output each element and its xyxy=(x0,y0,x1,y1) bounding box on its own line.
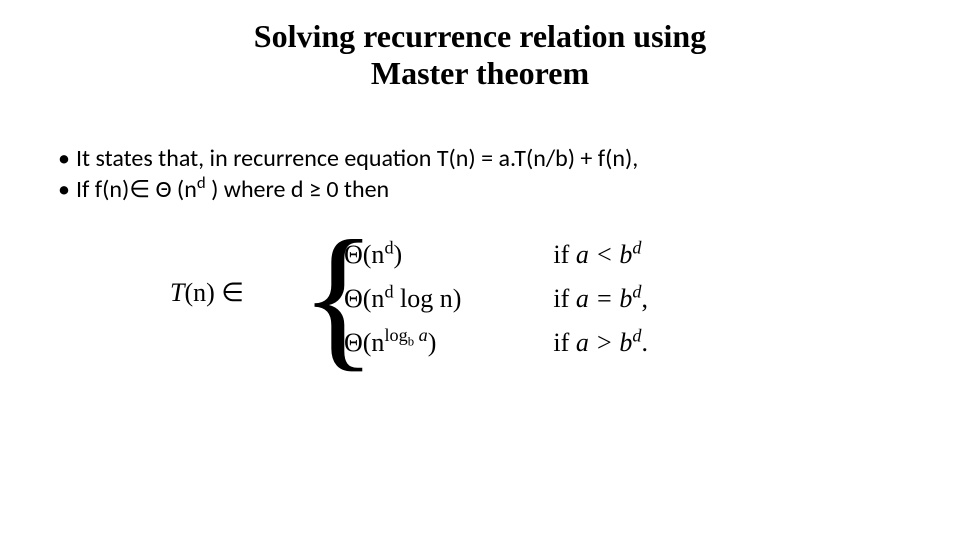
superscript: d xyxy=(197,172,206,193)
case-expr: Θ(nd log n) xyxy=(344,278,461,320)
case-expr: Θ(nlogb a) xyxy=(344,322,461,364)
bullet-marker: • xyxy=(58,175,76,204)
expr-tail: ) xyxy=(428,328,437,357)
lhs-arg: (n) ∈ xyxy=(184,278,243,307)
case-expr: Θ(nd) xyxy=(344,234,461,276)
superscript: d xyxy=(384,281,393,301)
expr-tail: ) xyxy=(394,240,403,269)
case-row: Θ(nd log n) if a = bd, xyxy=(344,278,648,320)
superscript-log: logb a xyxy=(384,325,427,345)
lhs-T: T xyxy=(170,278,184,307)
title-line-1: Solving recurrence relation using xyxy=(254,18,706,54)
case-row: Θ(nlogb a) if a > bd. xyxy=(344,322,648,364)
theta: Θ(n xyxy=(344,328,384,357)
slide: Solving recurrence relation using Master… xyxy=(0,0,960,540)
superscript: d xyxy=(384,237,393,257)
cond-body: a = b xyxy=(576,284,633,313)
sup-a: a xyxy=(414,325,428,345)
theta: Θ(n xyxy=(344,284,384,313)
cond-if: if xyxy=(553,284,575,313)
cond-body: a < b xyxy=(576,240,633,269)
case-row: Θ(nd) if a < bd xyxy=(344,234,648,276)
superscript: d xyxy=(632,237,641,257)
bullet-text-prefix: If f(n)∈ Θ (n xyxy=(76,175,197,204)
bullet-text-suffix: ) where d ≥ 0 then xyxy=(206,175,389,204)
expr-tail: log n) xyxy=(394,284,462,313)
cond-body: a > b xyxy=(576,328,633,357)
bullet-item: • It states that, in recurrence equation… xyxy=(58,144,920,173)
bullet-text: It states that, in recurrence equation T… xyxy=(76,144,638,173)
bullet-marker: • xyxy=(58,144,76,173)
title-line-2: Master theorem xyxy=(371,55,589,91)
bullet-text: If f(n)∈ Θ (nd ) where d ≥ 0 then xyxy=(76,175,389,204)
theta: Θ(n xyxy=(344,240,384,269)
case-condition: if a = bd, xyxy=(463,278,648,320)
cond-if: if xyxy=(553,240,575,269)
slide-title: Solving recurrence relation using Master… xyxy=(0,18,960,92)
case-condition: if a > bd. xyxy=(463,322,648,364)
case-condition: if a < bd xyxy=(463,234,648,276)
cond-if: if xyxy=(553,328,575,357)
log: log xyxy=(384,325,407,345)
cases-table: Θ(nd) if a < bd Θ(nd log n) if a = bd, Θ… xyxy=(342,232,650,366)
bullet-list: • It states that, in recurrence equation… xyxy=(58,142,920,206)
cond-tail: . xyxy=(641,328,648,357)
cond-tail: , xyxy=(641,284,648,313)
bullet-item: • If f(n)∈ Θ (nd ) where d ≥ 0 then xyxy=(58,175,920,204)
equation-lhs: T(n) ∈ xyxy=(170,278,244,308)
